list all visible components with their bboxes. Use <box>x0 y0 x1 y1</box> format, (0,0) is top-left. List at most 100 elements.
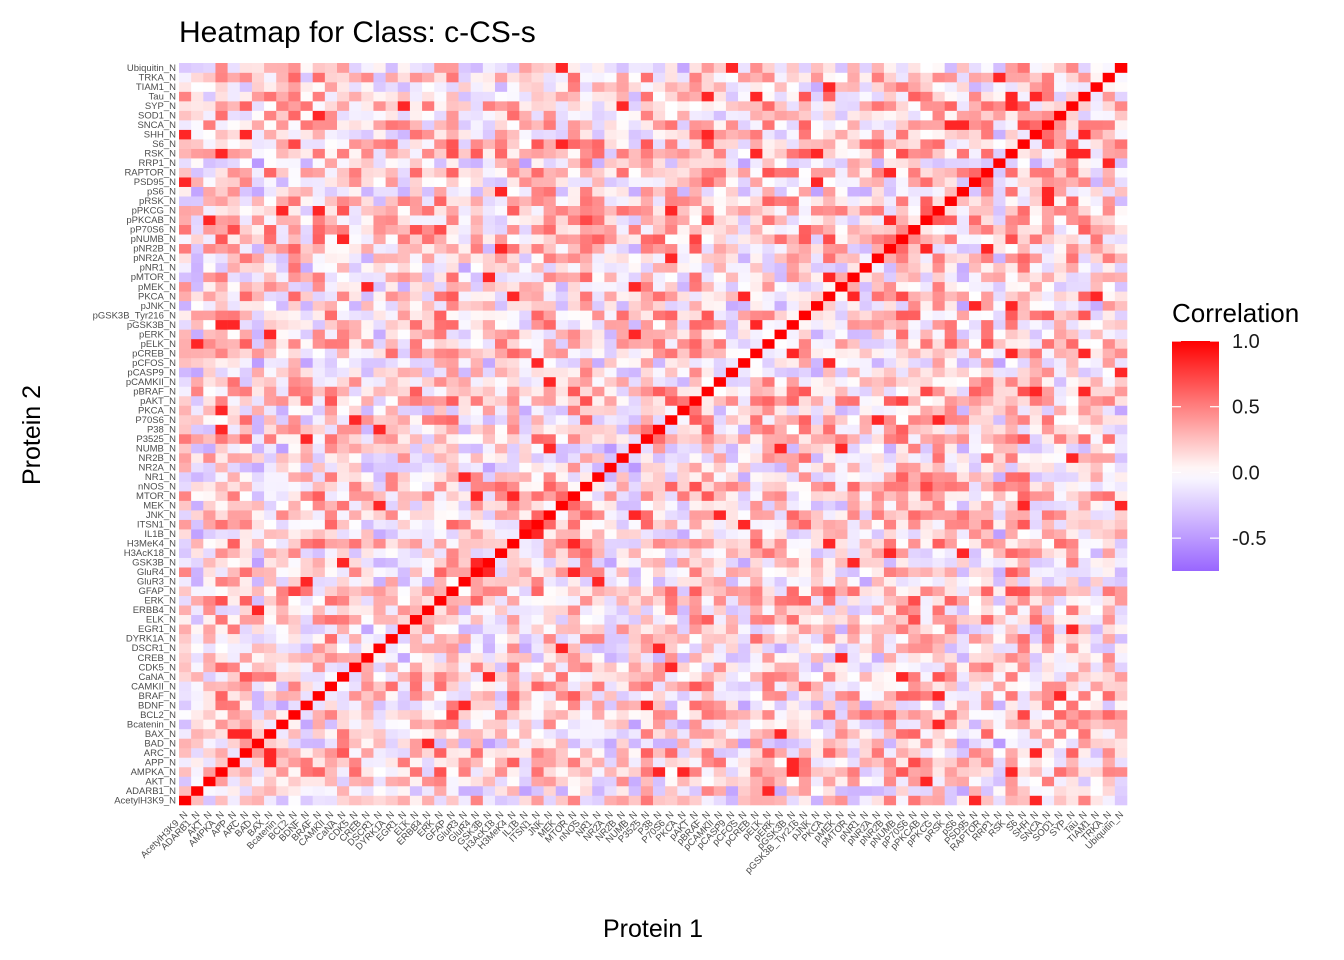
heatmap-cell <box>580 709 593 720</box>
heatmap-cell <box>519 728 532 739</box>
heatmap-cell <box>944 82 958 92</box>
heatmap-cell <box>616 690 629 701</box>
heatmap-cell <box>385 785 399 796</box>
heatmap-cell <box>762 671 775 682</box>
heatmap-cell <box>944 633 958 644</box>
heatmap-cell <box>640 700 654 711</box>
heatmap-cell <box>750 243 763 254</box>
heatmap-cell <box>397 120 411 130</box>
heatmap-cell <box>458 453 471 463</box>
heatmap-cell <box>470 243 484 254</box>
heatmap-cell <box>640 129 654 140</box>
heatmap-cell <box>312 186 326 197</box>
heatmap-cell <box>446 224 459 235</box>
heatmap-cell <box>738 253 751 264</box>
heatmap-cell <box>239 395 253 406</box>
heatmap-cell <box>458 253 471 264</box>
heatmap-cell <box>896 766 909 777</box>
heatmap-cell <box>689 709 702 720</box>
heatmap-cell <box>531 681 544 692</box>
heatmap-cell <box>604 709 617 720</box>
heatmap-cell <box>385 386 399 397</box>
heatmap-cell <box>519 272 532 283</box>
heatmap-cell <box>774 414 787 425</box>
heatmap-cell <box>373 785 386 796</box>
heatmap-cell <box>932 652 945 663</box>
heatmap-cell <box>798 472 812 482</box>
heatmap-cell <box>567 101 581 111</box>
heatmap-cell <box>239 234 253 245</box>
heatmap-cell <box>482 405 496 416</box>
heatmap-cell <box>701 376 715 387</box>
heatmap-cell <box>434 215 447 226</box>
heatmap-cell <box>592 338 605 349</box>
heatmap-cell <box>920 709 933 720</box>
heatmap-cell <box>482 500 496 511</box>
heatmap-cell <box>628 757 642 768</box>
heatmap-cell <box>288 348 301 359</box>
heatmap-cell <box>689 548 702 558</box>
heatmap-cell <box>786 795 800 806</box>
heatmap-cell <box>312 624 326 635</box>
heatmap-cell <box>883 633 897 644</box>
heatmap-cell <box>495 576 508 587</box>
heatmap-cell <box>689 614 702 625</box>
heatmap-cell <box>859 443 873 454</box>
heatmap-cell <box>762 91 775 102</box>
heatmap-cell <box>385 681 399 692</box>
heatmap-cell <box>774 338 787 349</box>
heatmap-cell <box>665 700 678 711</box>
heatmap-cell <box>944 757 958 768</box>
heatmap-cell <box>337 586 350 597</box>
heatmap-cell <box>227 281 241 292</box>
heatmap-cell <box>811 681 824 692</box>
heatmap-cell <box>373 405 386 416</box>
heatmap-cell <box>713 376 727 387</box>
heatmap-cell <box>835 662 848 673</box>
heatmap-cell <box>689 462 702 473</box>
heatmap-cell <box>604 272 617 283</box>
heatmap-cell <box>531 728 544 739</box>
heatmap-cell <box>847 491 860 501</box>
heatmap-cell <box>932 72 945 83</box>
heatmap-cell <box>543 281 557 292</box>
heatmap-cell <box>446 186 459 197</box>
heatmap-cell <box>264 291 277 302</box>
heatmap-cell <box>251 82 265 92</box>
heatmap-cell <box>227 177 241 187</box>
heatmap-cell <box>251 548 265 558</box>
heatmap-cell <box>543 624 557 635</box>
heatmap-cell <box>251 120 265 130</box>
heatmap-cell <box>203 700 216 711</box>
heatmap-cell <box>373 643 386 654</box>
heatmap-cell <box>883 795 897 806</box>
heatmap-cell <box>653 690 666 701</box>
heatmap-cell <box>932 462 945 473</box>
heatmap-cell <box>750 386 763 397</box>
heatmap-cell <box>543 405 557 416</box>
heatmap-cell <box>944 101 958 111</box>
heatmap-cell <box>786 766 800 777</box>
heatmap-cell <box>361 82 374 92</box>
heatmap-cell <box>191 129 204 140</box>
heatmap-cell <box>677 434 690 444</box>
heatmap-cell <box>616 72 629 83</box>
heatmap-cell <box>361 633 374 644</box>
heatmap-cell <box>361 747 374 758</box>
heatmap-cell <box>665 357 678 368</box>
heatmap-cell <box>264 481 277 492</box>
heatmap-cell <box>470 158 484 168</box>
heatmap-cell <box>701 576 715 587</box>
heatmap-cell <box>446 357 459 368</box>
heatmap-cell <box>677 624 690 635</box>
heatmap-cell <box>774 139 787 149</box>
heatmap-cell <box>251 386 265 397</box>
heatmap-cell <box>750 91 763 102</box>
heatmap-cell <box>713 690 727 701</box>
heatmap-cell <box>689 139 702 149</box>
heatmap-cell <box>604 262 617 273</box>
heatmap-cell <box>883 158 897 168</box>
heatmap-cell <box>276 215 289 226</box>
heatmap-cell <box>349 700 362 711</box>
heatmap-cell <box>312 586 326 597</box>
